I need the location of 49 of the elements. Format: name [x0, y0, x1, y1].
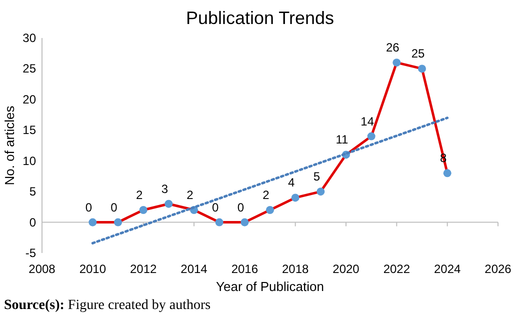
data-label: 0: [110, 200, 118, 214]
y-tick-label: 20: [22, 92, 36, 106]
point: [443, 169, 452, 178]
point: [316, 188, 325, 196]
data-label: 4: [288, 176, 295, 190]
x-tick-label: 2024: [434, 262, 462, 276]
point: [88, 218, 97, 226]
y-tick-label: 0: [29, 215, 36, 230]
x-tick-label: 2018: [282, 262, 310, 276]
x-tick-label: 2026: [484, 262, 512, 276]
y-tick-label: -5: [25, 246, 36, 260]
source-note: Source(s): Figure created by authors: [4, 298, 211, 313]
data-label: 14: [360, 114, 374, 128]
data-label: 0: [237, 200, 244, 214]
point: [114, 218, 122, 226]
point: [392, 58, 401, 67]
point: [215, 218, 224, 226]
x-axis-title: Year of Publication: [216, 279, 324, 294]
y-axis-title: No. of articles: [2, 105, 17, 186]
data-label: 2: [136, 188, 143, 202]
y-tick-label: 15: [22, 123, 36, 138]
x-tick-label: 2010: [79, 262, 106, 276]
x-tick-label: 2008: [28, 262, 56, 276]
data-label: 2: [262, 188, 270, 202]
point: [266, 206, 274, 214]
chart-title: Publication Trends: [186, 8, 334, 28]
data-label: 0: [212, 200, 219, 214]
x-tick-label: 2012: [130, 262, 158, 276]
data-label: 3: [161, 182, 168, 196]
x-tick-label: 2022: [383, 262, 410, 276]
y-tick-label: 5: [29, 184, 36, 199]
x-tick-label: 2020: [332, 262, 360, 276]
point: [418, 64, 426, 73]
point: [240, 218, 249, 226]
y-tick-label: 30: [22, 31, 36, 45]
point: [367, 132, 376, 140]
data-label: 2: [186, 188, 194, 202]
data-label: 0: [85, 200, 92, 214]
data-label: 25: [411, 46, 425, 61]
y-tick-label: 10: [22, 154, 36, 168]
data-label: 5: [313, 170, 320, 184]
point: [164, 200, 173, 208]
x-tick-label: 2016: [231, 262, 258, 276]
point: [291, 194, 300, 202]
data-label: 26: [386, 40, 400, 55]
x-tick-label: 2014: [180, 262, 208, 276]
data-label: 11: [336, 132, 349, 147]
y-tick-label: 25: [22, 62, 36, 76]
point: [139, 206, 148, 214]
